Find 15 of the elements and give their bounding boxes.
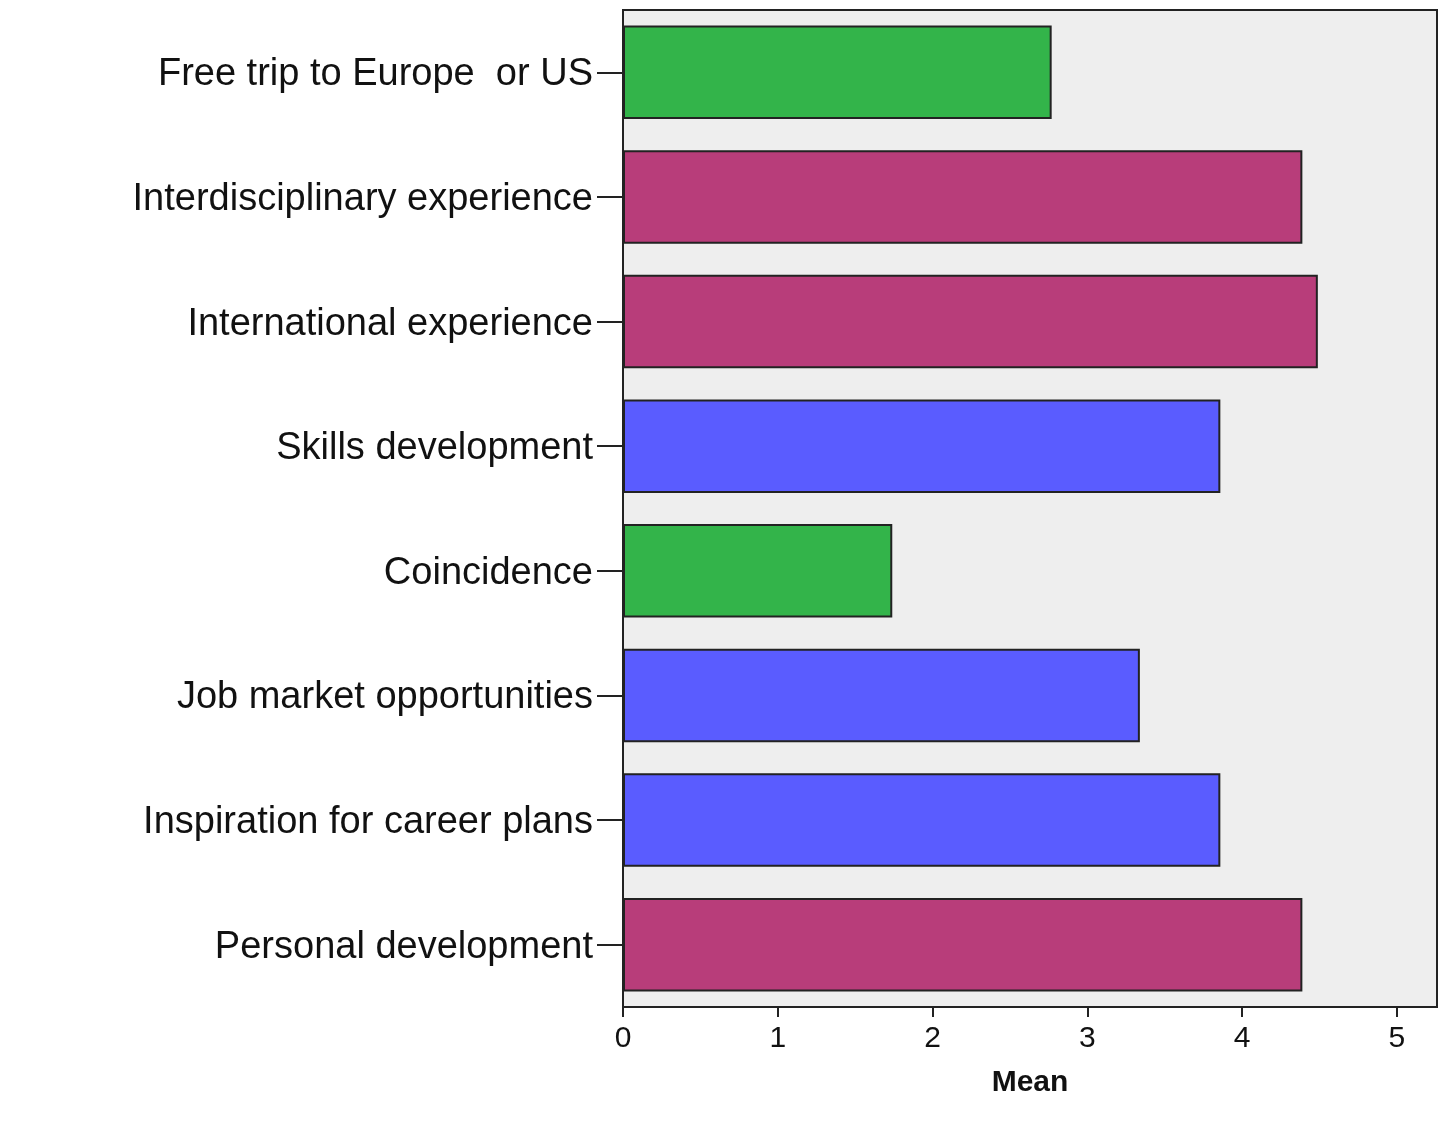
y-tick-label: Job market opportunities (176, 674, 593, 717)
y-tick-label: Skills development (276, 425, 594, 468)
x-tick-label: 4 (1233, 1019, 1251, 1053)
x-tick-label: 1 (769, 1019, 787, 1053)
x-tick-label: 3 (1078, 1019, 1096, 1053)
y-tick-label: Coincidence (383, 549, 593, 592)
y-tick-label: Personal development (214, 923, 594, 966)
y-tick-label: Interdisciplinary experience (132, 175, 593, 218)
x-axis-title: Mean (991, 1063, 1069, 1097)
x-tick-label: 5 (1388, 1019, 1406, 1053)
y-tick-label: Inspiration for career plans (143, 799, 593, 842)
x-tick-label: 0 (614, 1019, 632, 1053)
y-tick-label: Free trip to Europe or US (157, 51, 593, 94)
x-tick-label: 2 (924, 1019, 941, 1053)
y-tick-label: International experience (187, 300, 593, 343)
